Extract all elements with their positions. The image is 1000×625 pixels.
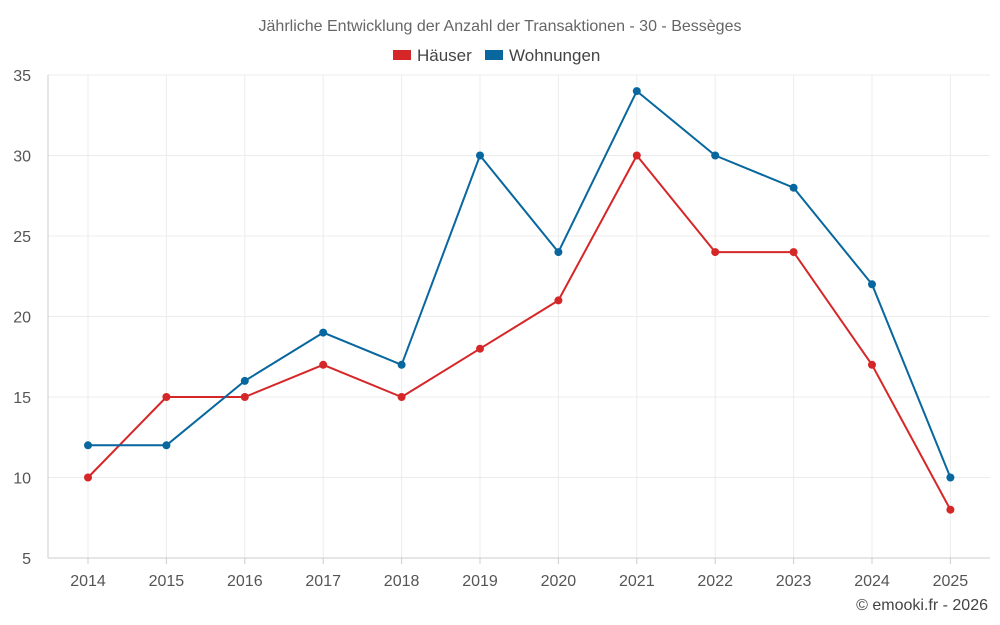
chart-title: Jährliche Entwicklung der Anzahl der Tra… — [259, 18, 742, 35]
y-tick-label: 30 — [13, 149, 31, 166]
data-point-wohnungen-2023[interactable] — [789, 183, 798, 192]
data-point-haeuser-2021[interactable] — [632, 151, 641, 160]
data-point-wohnungen-2025[interactable] — [946, 473, 955, 482]
x-tick-label: 2021 — [619, 573, 655, 590]
y-tick-label: 5 — [22, 551, 31, 568]
y-tick-label: 20 — [13, 310, 31, 327]
legend-swatch-haeuser[interactable] — [393, 50, 411, 60]
axes — [47, 75, 990, 564]
series — [84, 87, 955, 514]
x-tick-label: 2023 — [776, 573, 812, 590]
data-point-haeuser-2020[interactable] — [554, 296, 563, 305]
x-tick-label: 2020 — [541, 573, 577, 590]
x-tick-label: 2016 — [227, 573, 263, 590]
legend-label-wohnungen[interactable]: Wohnungen — [509, 46, 600, 65]
x-tick-label: 2014 — [70, 573, 106, 590]
data-point-wohnungen-2014[interactable] — [84, 441, 92, 450]
data-point-wohnungen-2024[interactable] — [868, 280, 876, 289]
x-tick-label: 2019 — [462, 573, 498, 590]
data-point-haeuser-2022[interactable] — [711, 248, 720, 257]
data-point-wohnungen-2021[interactable] — [632, 87, 641, 96]
y-tick-label: 25 — [13, 229, 31, 246]
x-tick-label: 2022 — [697, 573, 733, 590]
data-point-haeuser-2024[interactable] — [868, 360, 876, 369]
series-line-haeuser — [87, 154, 952, 511]
grid — [48, 74, 990, 558]
data-point-haeuser-2023[interactable] — [789, 248, 798, 257]
legend-swatch-wohnungen[interactable] — [485, 50, 503, 60]
series-line-wohnungen — [88, 90, 952, 478]
data-point-haeuser-2018[interactable] — [397, 393, 406, 401]
y-tick-label: 10 — [13, 471, 31, 488]
data-point-wohnungen-2019[interactable] — [476, 151, 484, 160]
data-point-wohnungen-2018[interactable] — [397, 360, 406, 369]
data-point-haeuser-2019[interactable] — [476, 344, 484, 353]
x-tick-label: 2024 — [854, 573, 890, 590]
x-tick-label: 2017 — [305, 573, 341, 590]
data-point-wohnungen-2017[interactable] — [319, 328, 328, 337]
y-tick-label: 15 — [13, 390, 31, 407]
y-axis-ticks: 5 10 15 20 25 30 35 — [13, 68, 31, 568]
y-tick-label: 35 — [13, 68, 31, 85]
data-point-wohnungen-2016[interactable] — [240, 376, 249, 385]
data-point-haeuser-2014[interactable] — [84, 473, 92, 482]
data-point-wohnungen-2020[interactable] — [554, 248, 563, 257]
data-point-haeuser-2016[interactable] — [240, 393, 249, 401]
x-tick-label: 2025 — [933, 573, 969, 590]
legend: Häuser Wohnungen — [393, 46, 600, 65]
data-point-haeuser-2025[interactable] — [946, 505, 955, 514]
data-point-haeuser-2017[interactable] — [319, 360, 328, 369]
x-tick-label: 2015 — [149, 573, 185, 590]
data-point-wohnungen-2022[interactable] — [711, 151, 720, 160]
data-point-wohnungen-2015[interactable] — [162, 441, 171, 450]
credit-text: © emooki.fr - 2026 — [856, 597, 988, 614]
legend-label-haeuser[interactable]: Häuser — [417, 46, 472, 65]
x-tick-label: 2018 — [384, 573, 420, 590]
data-point-haeuser-2015[interactable] — [162, 393, 171, 401]
x-axis-ticks: 2014 2015 2016 2017 2018 2019 2020 2021 2022 2023… — [70, 573, 968, 590]
